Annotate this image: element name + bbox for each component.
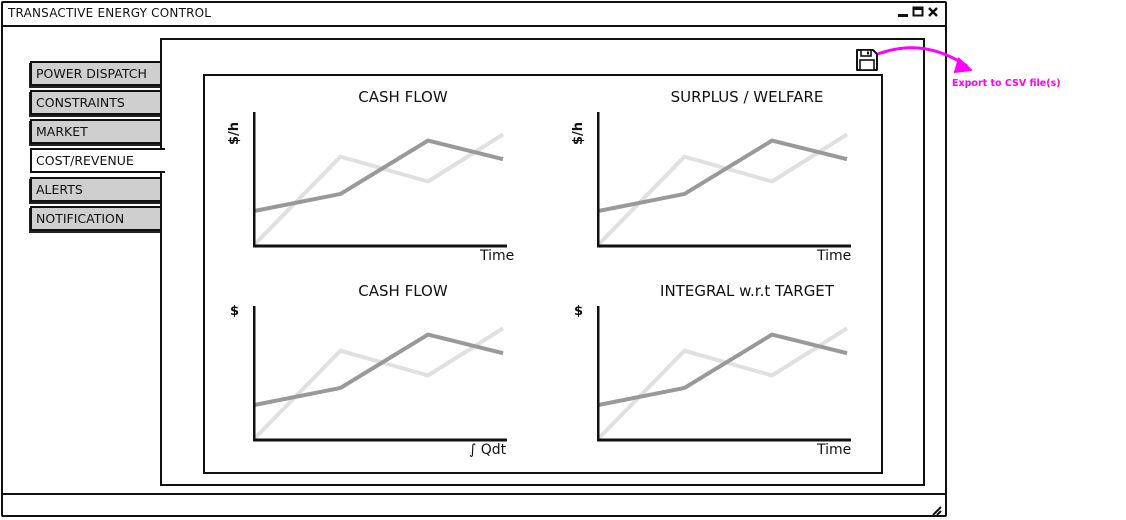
chart-x-label: Time: [817, 248, 852, 264]
chart-plot: [253, 306, 507, 442]
title-bar: TRANSACTIVE ENERGY CONTROL: [3, 3, 945, 27]
chart-plot: [253, 112, 507, 248]
chart-title: INTEGRAL w.r.t TARGET: [660, 282, 834, 300]
app-window: TRANSACTIVE ENERGY CONTROL POWER DISPATC…: [1, 1, 947, 517]
export-annotation: Export to CSV file(s): [952, 78, 1061, 89]
status-bar: [3, 493, 945, 516]
tab-cost-revenue[interactable]: COST/REVENUE: [30, 148, 165, 173]
chart-cash-flow-integral: CASH FLOW $ ∫ Qdt: [230, 282, 553, 472]
tab-alerts[interactable]: ALERTS: [30, 177, 163, 202]
chart-plot: [597, 112, 851, 248]
chart-x-label: ∫ Qdt: [469, 442, 507, 458]
export-arrow: [877, 46, 972, 73]
chart-cash-flow-time: CASH FLOW $/h Time: [227, 88, 553, 278]
chart-y-label: $/h: [571, 121, 586, 145]
window-controls: [897, 5, 939, 19]
window-title: TRANSACTIVE ENERGY CONTROL: [8, 6, 212, 20]
chart-axes: [253, 112, 507, 248]
floppy-disk-icon[interactable]: [855, 48, 879, 72]
chart-x-label: Time: [817, 442, 852, 458]
chart-series-line-1: [253, 332, 504, 408]
chart-integral-target: INTEGRAL w.r.t TARGET $ Time: [574, 282, 897, 472]
chart-axes: [597, 112, 851, 248]
tab-notification[interactable]: NOTIFICATION: [30, 206, 163, 231]
close-icon[interactable]: [927, 5, 939, 19]
chart-y-label: $: [230, 304, 240, 319]
chart-plot: [597, 306, 851, 442]
tab-power-dispatch[interactable]: POWER DISPATCH: [30, 61, 163, 86]
tab-list: POWER DISPATCH CONSTRAINTS MARKET COST/R…: [30, 61, 165, 235]
tab-market[interactable]: MARKET: [30, 119, 163, 144]
chart-title: CASH FLOW: [358, 282, 448, 300]
tab-constraints[interactable]: CONSTRAINTS: [30, 90, 163, 115]
charts-grid: CASH FLOW $/h Time SURPLUS / WELFARE $/h…: [203, 74, 883, 474]
chart-axes: [253, 306, 507, 442]
chart-series-line-1: [597, 332, 848, 408]
maximize-icon[interactable]: [912, 5, 924, 19]
chart-series-line-1: [597, 138, 848, 214]
chart-title: CASH FLOW: [358, 88, 448, 106]
chart-x-label: Time: [480, 248, 515, 264]
chart-title: SURPLUS / WELFARE: [670, 88, 824, 106]
minimize-icon[interactable]: [897, 5, 909, 19]
chart-y-label: $/h: [227, 121, 242, 145]
chart-axes: [597, 306, 851, 442]
resize-grip-icon[interactable]: [930, 501, 942, 516]
tab-content-panel: CASH FLOW $/h Time SURPLUS / WELFARE $/h…: [160, 38, 925, 486]
chart-surplus-welfare: SURPLUS / WELFARE $/h Time: [571, 88, 897, 278]
chart-y-label: $: [574, 304, 584, 319]
chart-series-line-1: [253, 138, 504, 214]
